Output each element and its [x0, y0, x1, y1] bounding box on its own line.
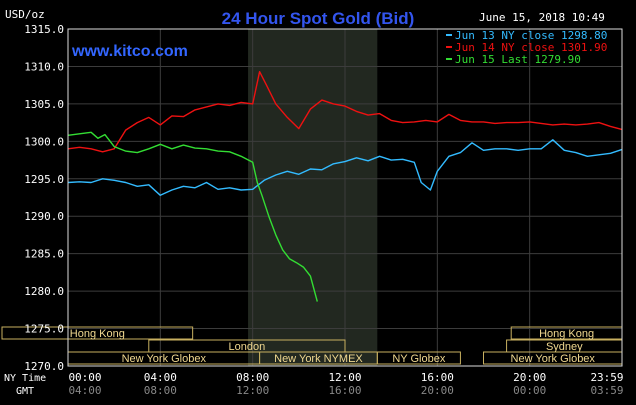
series-line — [67, 70, 622, 153]
session-bar — [1, 326, 194, 340]
x-tick-label-ny: 04:00 — [144, 371, 177, 384]
legend: Jun 13 NY close 1298.80 Jun 14 NY close … — [446, 29, 607, 66]
y-tick-label: 1285.0 — [24, 248, 64, 261]
y-tick-label: 1280.0 — [24, 285, 64, 298]
x-tick-label-gmt: 16:00 — [328, 384, 361, 397]
y-tick-label: 1275.0 — [24, 323, 64, 336]
y-tick-label: 1290.0 — [24, 210, 64, 223]
x-tick-label-ny: 12:00 — [328, 371, 361, 384]
y-tick-label: 1300.0 — [24, 135, 64, 148]
session-label: Sydney — [546, 341, 583, 353]
x-tick-label-ny: 16:00 — [421, 371, 454, 384]
legend-swatch — [446, 34, 452, 36]
legend-swatch — [446, 58, 452, 60]
x-tick-label-ny: 20:00 — [513, 371, 546, 384]
session-label: Hong Kong — [70, 328, 125, 340]
x-tick-label-ny: 23:59 — [590, 371, 623, 384]
plot-border — [67, 28, 623, 367]
x-tick-label-gmt: 00:00 — [513, 384, 546, 397]
legend-swatch — [446, 46, 452, 48]
y-tick-label: 1295.0 — [24, 173, 64, 186]
session-label: New York NYMEX — [274, 353, 363, 365]
x-tick-label-gmt: 04:00 — [68, 384, 101, 397]
x-tick-label-gmt: 12:00 — [236, 384, 269, 397]
chart-title: 24 Hour Spot Gold (Bid) — [222, 9, 415, 28]
y-tick-label: 1305.0 — [24, 98, 64, 111]
x-tick-label-gmt: 20:00 — [421, 384, 454, 397]
legend-entry-jun13: Jun 13 NY close 1298.80 — [455, 29, 607, 42]
legend-entry-jun14: Jun 14 NY close 1301.90 — [455, 41, 607, 54]
y-tick-label: 1270.0 — [24, 360, 64, 373]
x-tick-label-gmt: 03:59 — [590, 384, 623, 397]
nymex-session-shading — [248, 29, 378, 366]
y-axis-ticks: 1315.0 1310.0 1305.0 1300.0 1295.0 1290.0 1285… — [24, 23, 64, 373]
x-axis-label-ny: NY Time — [4, 373, 46, 384]
x-tick-label-gmt: 08:00 — [144, 384, 177, 397]
chart-date: June 15, 2018 10:49 — [479, 11, 605, 24]
session-label: NY Globex — [392, 353, 445, 365]
series-line — [67, 139, 623, 197]
x-axis-ticks: 00:0004:0004:0008:0008:0012:0012:0016:00… — [68, 371, 623, 397]
session-bar — [376, 351, 461, 365]
series-line — [67, 131, 318, 302]
legend-entry-jun15: Jun 15 Last 1279.90 — [455, 53, 581, 66]
y-tick-label: 1315.0 — [24, 23, 64, 36]
gridlines — [68, 29, 622, 366]
y-axis-label: USD/oz — [5, 8, 45, 21]
session-label: New York Globex — [122, 353, 207, 365]
session-label: New York Globex — [511, 353, 596, 365]
session-label: London — [229, 341, 266, 353]
session-label: Hong Kong — [539, 328, 594, 340]
y-tick-label: 1310.0 — [24, 60, 64, 73]
x-tick-label-ny: 00:00 — [68, 371, 101, 384]
x-axis-label-gmt: GMT — [16, 386, 34, 397]
x-tick-label-ny: 08:00 — [236, 371, 269, 384]
kitco-watermark: www.kitco.com — [71, 43, 188, 60]
price-lines — [67, 70, 623, 302]
